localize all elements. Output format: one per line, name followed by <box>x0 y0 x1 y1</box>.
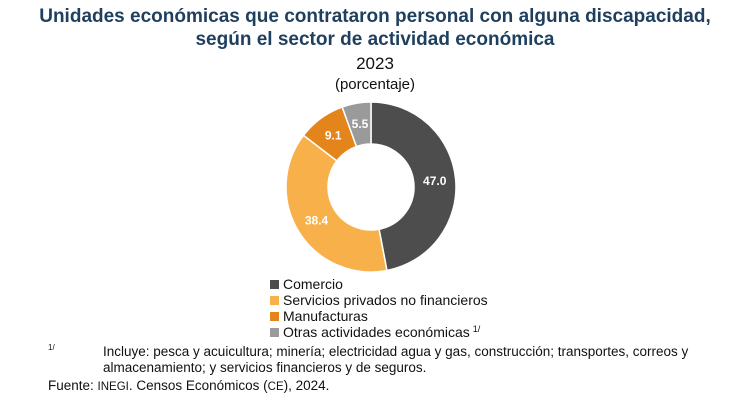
data-label-comercio: 47.0 <box>423 174 447 188</box>
legend-label: Servicios privados no financieros <box>283 292 488 308</box>
legend-item-comercio: Comercio <box>270 276 488 292</box>
legend-swatch <box>270 311 279 321</box>
source-prefix: Fuente: <box>48 378 98 393</box>
footnote-text: Incluye: pesca y acuicultura; minería; e… <box>103 344 689 375</box>
source-abbr: CE <box>267 381 284 393</box>
chart-year: 2023 <box>356 54 394 73</box>
data-label-otras: 5.5 <box>352 117 369 131</box>
footnote-mark: 1/ <box>48 343 55 352</box>
legend-label: Otras actividades económicas <box>283 324 470 340</box>
legend-swatch <box>270 279 279 289</box>
legend-label: Manufacturas <box>283 308 368 324</box>
source-mid: . Censos Económicos ( <box>128 378 268 393</box>
source-note: Fuente: INEGI. Censos Económicos (CE), 2… <box>48 378 329 393</box>
source-org: INEGI <box>97 381 129 393</box>
legend-label: Comercio <box>283 276 343 292</box>
legend-swatch <box>270 327 279 337</box>
legend: Comercio Servicios privados no financier… <box>270 276 488 340</box>
data-label-manufacturas: 9.1 <box>325 128 342 142</box>
chart-title: Unidades económicas que contrataron pers… <box>0 5 750 51</box>
legend-item-otras: Otras actividades económicas 1/ <box>270 324 488 340</box>
source-suffix: ), 2024. <box>283 378 330 393</box>
footnote-reference: 1/ <box>472 324 481 334</box>
legend-item-servicios: Servicios privados no financieros <box>270 292 488 308</box>
chart-unit: (porcentaje) <box>334 76 416 93</box>
donut-slice-comercio <box>370 101 457 272</box>
legend-swatch <box>270 295 279 305</box>
legend-item-manufacturas: Manufacturas <box>270 308 488 324</box>
donut-slice-servicios <box>285 134 388 273</box>
donut-slice-otras <box>341 101 372 148</box>
chart-title-line-1: Unidades económicas que contrataron pers… <box>39 6 711 27</box>
chart-title-line-2: según el sector de actividad económica <box>195 29 555 50</box>
data-label-servicios: 38.4 <box>305 214 329 228</box>
